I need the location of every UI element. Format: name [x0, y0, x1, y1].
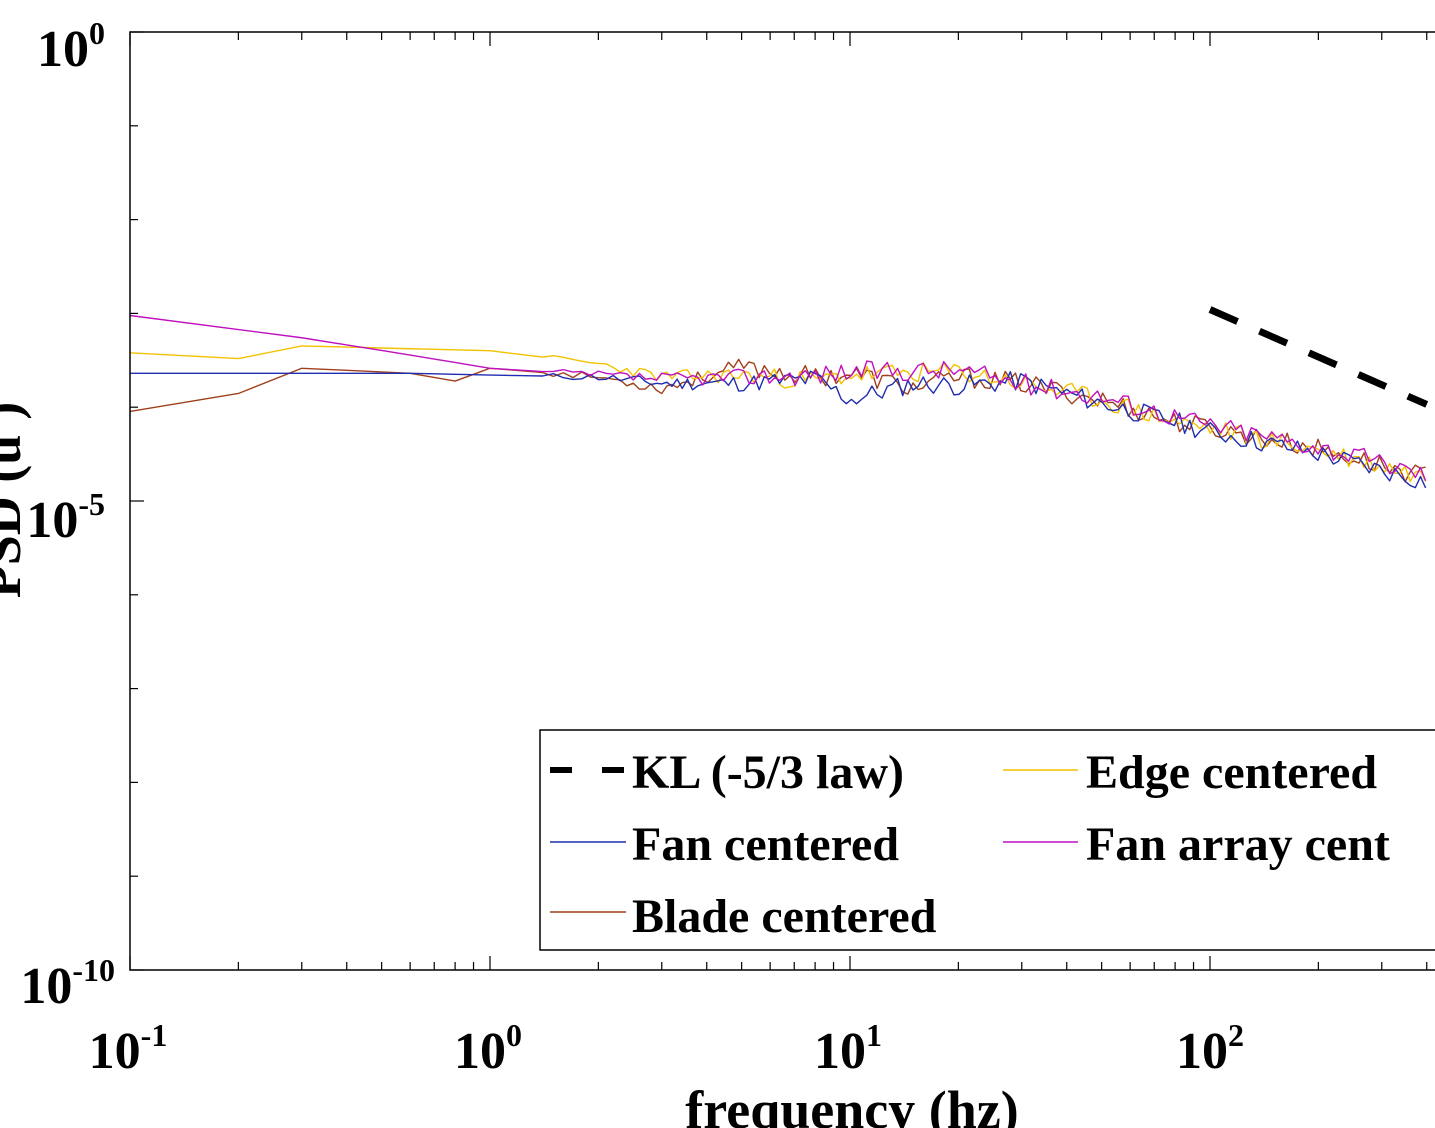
legend-label-fan-array: Fan array cent — [1086, 818, 1390, 871]
x-axis-title: frequency (hz) — [685, 1080, 1018, 1128]
x-tick-1e-1: 10-1 — [89, 1017, 168, 1080]
legend-label-fan: Fan centered — [632, 818, 899, 871]
series-blade-centered — [130, 358, 1426, 483]
legend-box — [539, 729, 1435, 951]
y-axis-title: PSD (u') — [0, 402, 32, 599]
series-layer — [130, 306, 1429, 489]
legend-label-kl: KL (-5/3 law) — [632, 746, 904, 799]
series-kl-line — [1208, 306, 1429, 408]
y-tick-1e-5: 10-5 — [26, 486, 105, 549]
legend-label-blade: Blade centered — [632, 890, 937, 943]
y-tick-1e0: 100 — [37, 15, 105, 78]
series-edge-centered — [130, 345, 1427, 483]
x-tick-1e0: 100 — [454, 1017, 522, 1080]
legend: KL (-5/3 law) Edge centered Fan centered… — [539, 729, 1435, 951]
y-tick-1e-10: 10-10 — [20, 952, 115, 1015]
x-tick-1e1: 101 — [814, 1017, 882, 1080]
minor-ticks — [129, 31, 1428, 971]
series-fan-array-cent — [130, 314, 1427, 482]
series-fan-centered — [130, 370, 1427, 489]
axes-box — [129, 31, 1435, 971]
x-tick-1e2: 102 — [1176, 1017, 1244, 1080]
legend-label-edge: Edge centered — [1086, 746, 1377, 799]
